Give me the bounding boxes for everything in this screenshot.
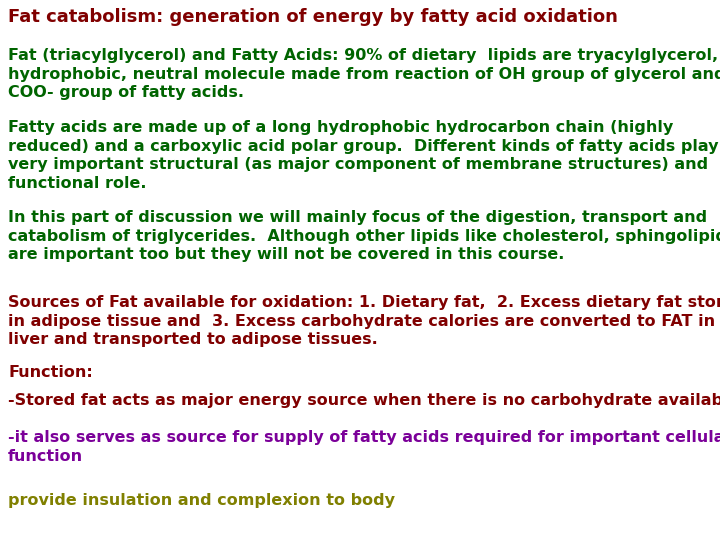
Text: Fat (triacylglycerol) and Fatty Acids: 90% of dietary  lipids are tryacylglycero: Fat (triacylglycerol) and Fatty Acids: 9… <box>8 48 720 100</box>
Text: -Stored fat acts as major energy source when there is no carbohydrate available,: -Stored fat acts as major energy source … <box>8 393 720 408</box>
Text: In this part of discussion we will mainly focus of the digestion, transport and
: In this part of discussion we will mainl… <box>8 210 720 262</box>
Text: provide insulation and complexion to body: provide insulation and complexion to bod… <box>8 493 395 508</box>
Text: -it also serves as source for supply of fatty acids required for important cellu: -it also serves as source for supply of … <box>8 430 720 464</box>
Text: Fatty acids are made up of a long hydrophobic hydrocarbon chain (highly
reduced): Fatty acids are made up of a long hydrop… <box>8 120 719 191</box>
Text: Function:: Function: <box>8 365 93 380</box>
Text: Fat catabolism: generation of energy by fatty acid oxidation: Fat catabolism: generation of energy by … <box>8 8 618 26</box>
Text: Sources of Fat available for oxidation: 1. Dietary fat,  2. Excess dietary fat s: Sources of Fat available for oxidation: … <box>8 295 720 347</box>
